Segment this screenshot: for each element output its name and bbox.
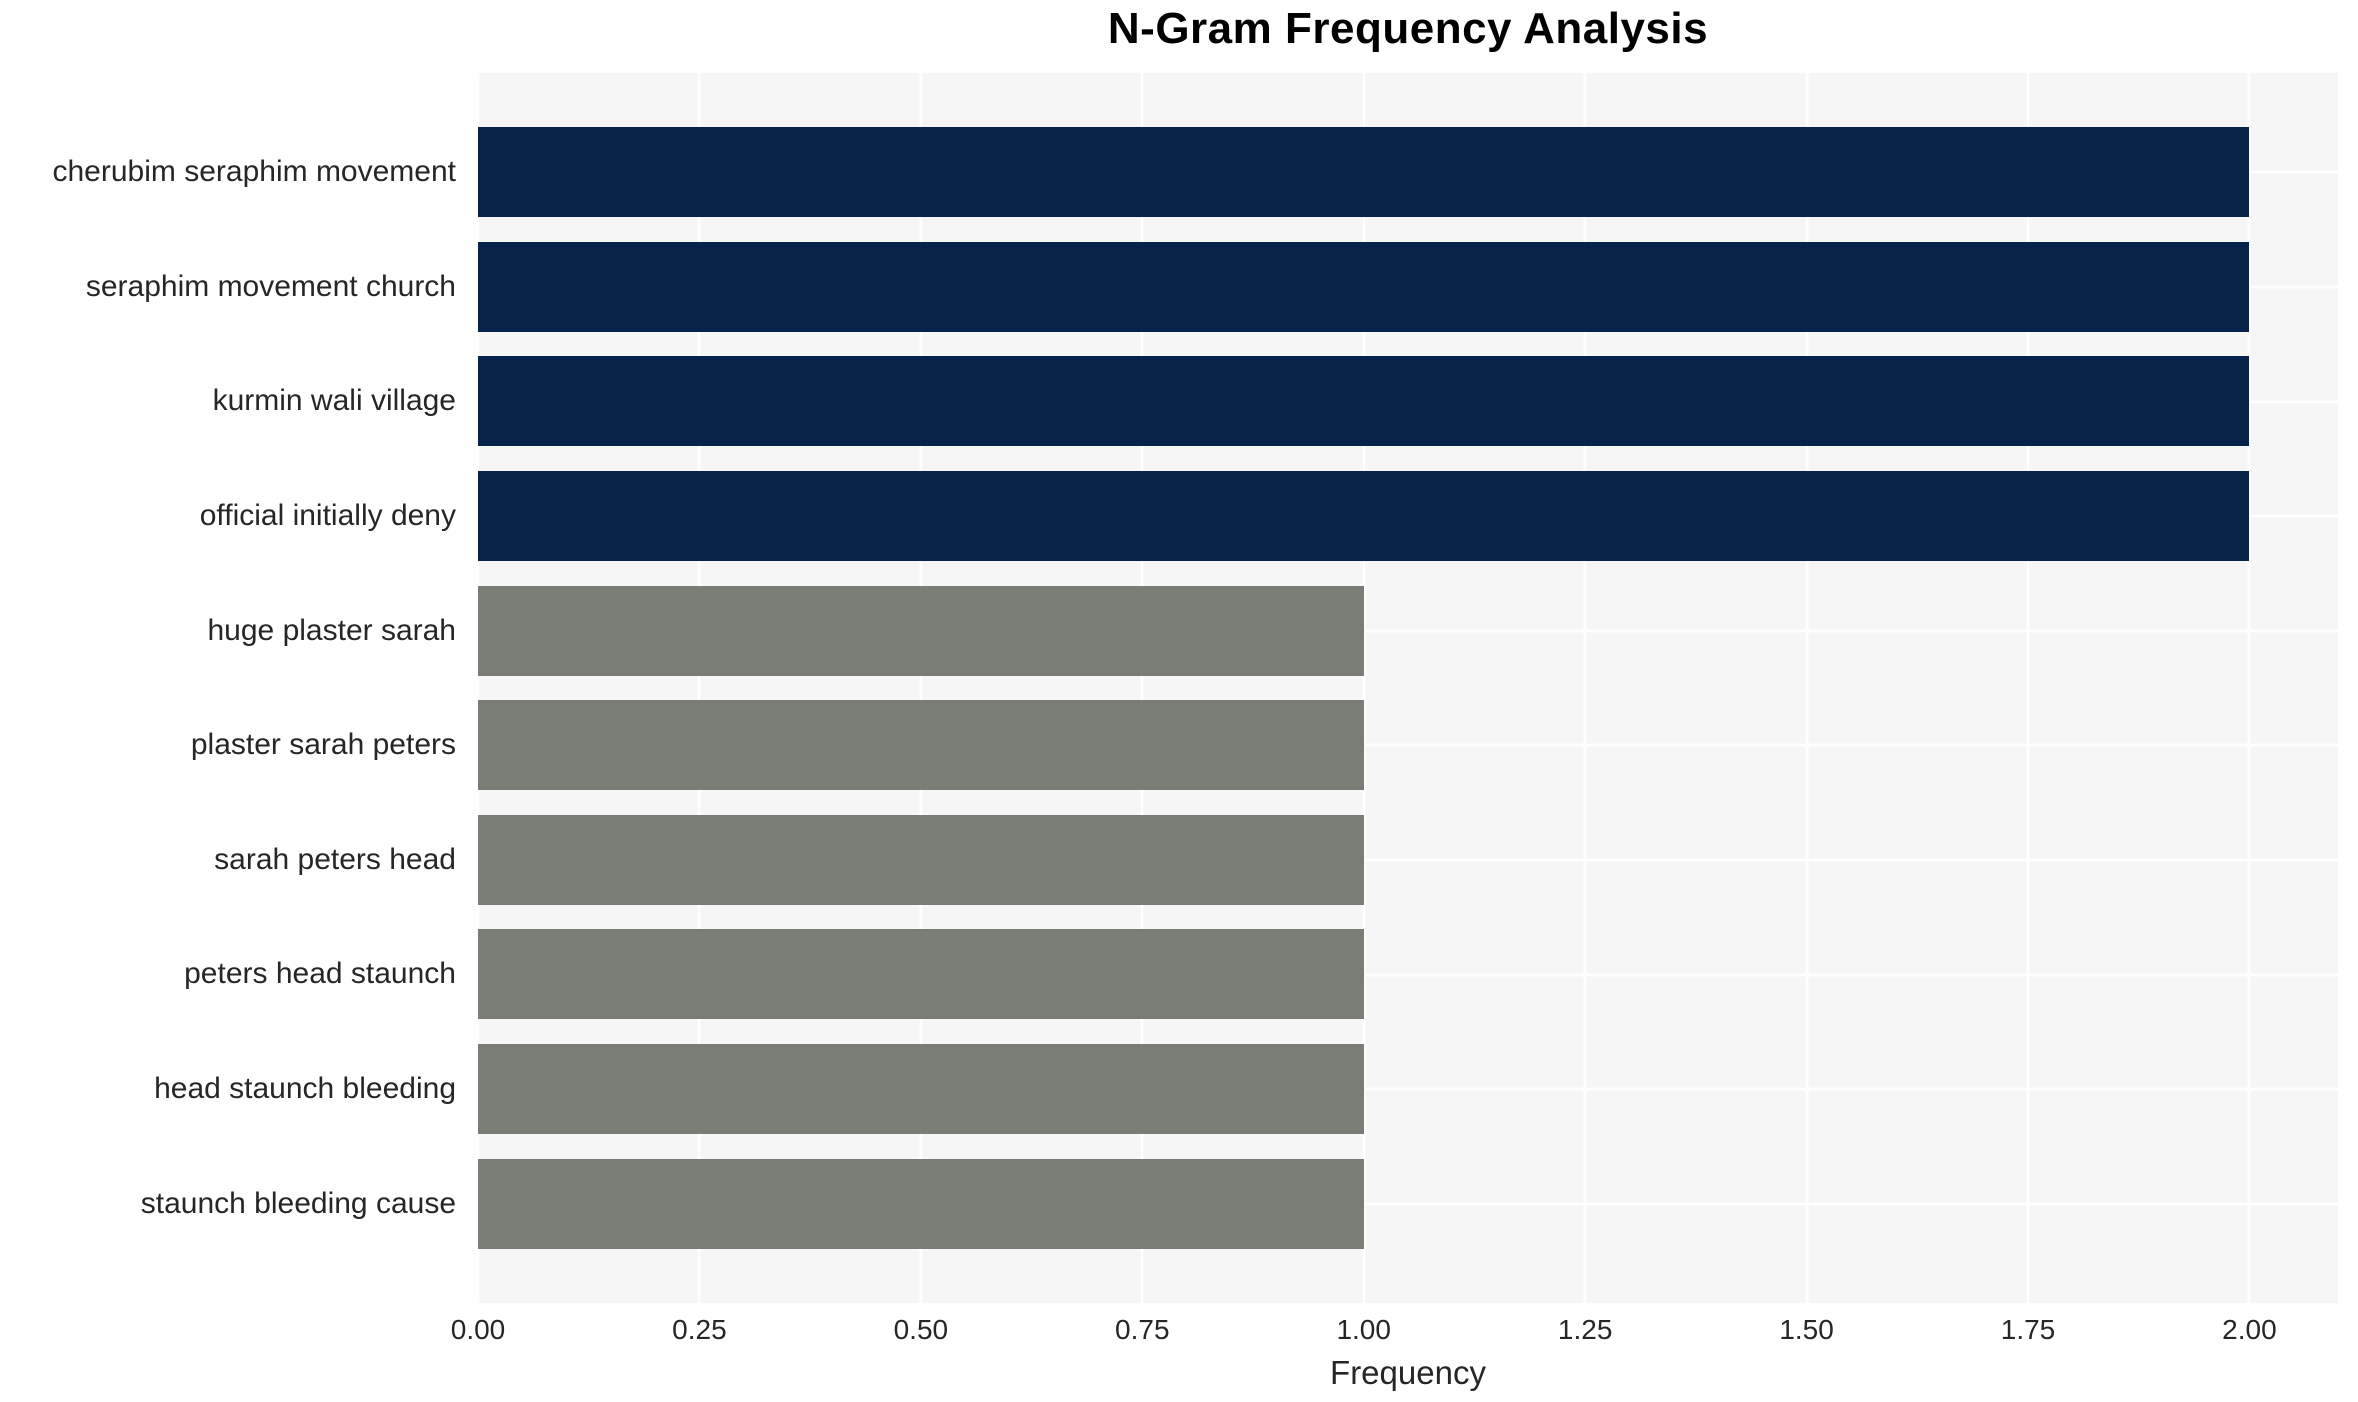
- horizontal-gridline: [478, 743, 2338, 747]
- horizontal-gridline: [478, 1202, 2338, 1206]
- bar-row: [478, 573, 2338, 688]
- x-tick-label: 0.00: [450, 1314, 506, 1345]
- bar: [478, 929, 1364, 1020]
- x-tick-label: 0.75: [1115, 1314, 1170, 1345]
- chart-title: N-Gram Frequency Analysis: [1107, 4, 1709, 53]
- bar: [478, 471, 2250, 562]
- bar-row: [478, 344, 2338, 459]
- bar-row: [478, 1032, 2338, 1147]
- vertical-gridline: [1805, 73, 1809, 1303]
- horizontal-gridline: [478, 629, 2338, 633]
- vertical-gridline: [2026, 73, 2030, 1303]
- y-tick-label: seraphim movement church: [85, 269, 456, 303]
- vertical-gridline: [476, 73, 480, 1303]
- y-axis-labels: cherubim seraphim movement seraphim movem…: [0, 73, 457, 1303]
- plot-area: [476, 73, 2338, 1303]
- vertical-gridline: [1583, 73, 1587, 1303]
- bar-row: [478, 1146, 2338, 1261]
- x-tick-label: 0.50: [893, 1314, 949, 1345]
- bar-row: [478, 803, 2338, 918]
- x-tick-label: 1.25: [1557, 1314, 1613, 1345]
- y-tick-label: cherubim seraphim movement: [52, 155, 457, 189]
- horizontal-gridline: [478, 1087, 2338, 1091]
- x-axis-title: Frequency: [1330, 1354, 1486, 1391]
- bar: [478, 127, 2250, 218]
- x-tick-label: 0.25: [672, 1314, 727, 1345]
- x-tick-label: 1.00: [1336, 1314, 1391, 1345]
- bar-row: [478, 917, 2338, 1032]
- x-tick-label: 2.00: [2222, 1314, 2277, 1345]
- x-tick-label: 1.75: [2000, 1314, 2056, 1345]
- bar-row: [478, 115, 2338, 230]
- vertical-gridline: [919, 73, 923, 1303]
- bar: [478, 356, 2250, 447]
- x-tick-label: 1.50: [1779, 1314, 1834, 1345]
- y-tick-label: head staunch bleeding: [154, 1072, 456, 1106]
- bar-row: [478, 688, 2338, 803]
- vertical-gridline: [1140, 73, 1144, 1303]
- y-tick-label: sarah peters head: [214, 842, 456, 876]
- y-tick-label: kurmin wali village: [212, 384, 456, 418]
- bar-row: [478, 459, 2338, 574]
- horizontal-gridline: [478, 973, 2338, 976]
- vertical-gridline: [2247, 73, 2251, 1303]
- horizontal-gridline: [478, 858, 2338, 862]
- y-tick-label: staunch bleeding cause: [140, 1186, 456, 1220]
- bar: [478, 700, 1364, 791]
- vertical-gridline: [697, 73, 701, 1303]
- x-axis-tick-labels: 0.00 0.25 0.50 0.75 1.00 1.25 1.50 1.75 2.00: [451, 1314, 2338, 1352]
- bar: [478, 1158, 1364, 1249]
- bar: [478, 1044, 1364, 1135]
- bar: [478, 241, 2250, 332]
- bar: [478, 814, 1364, 905]
- y-tick-label: plaster sarah peters: [190, 728, 456, 762]
- y-tick-label: official initially deny: [199, 499, 456, 533]
- bars-layer: [478, 73, 2338, 1303]
- bar-row: [478, 230, 2338, 345]
- vertical-gridline: [1362, 73, 1366, 1303]
- bar: [478, 585, 1364, 676]
- y-tick-label: huge plaster sarah: [207, 613, 457, 647]
- y-tick-label: peters head staunch: [184, 957, 456, 991]
